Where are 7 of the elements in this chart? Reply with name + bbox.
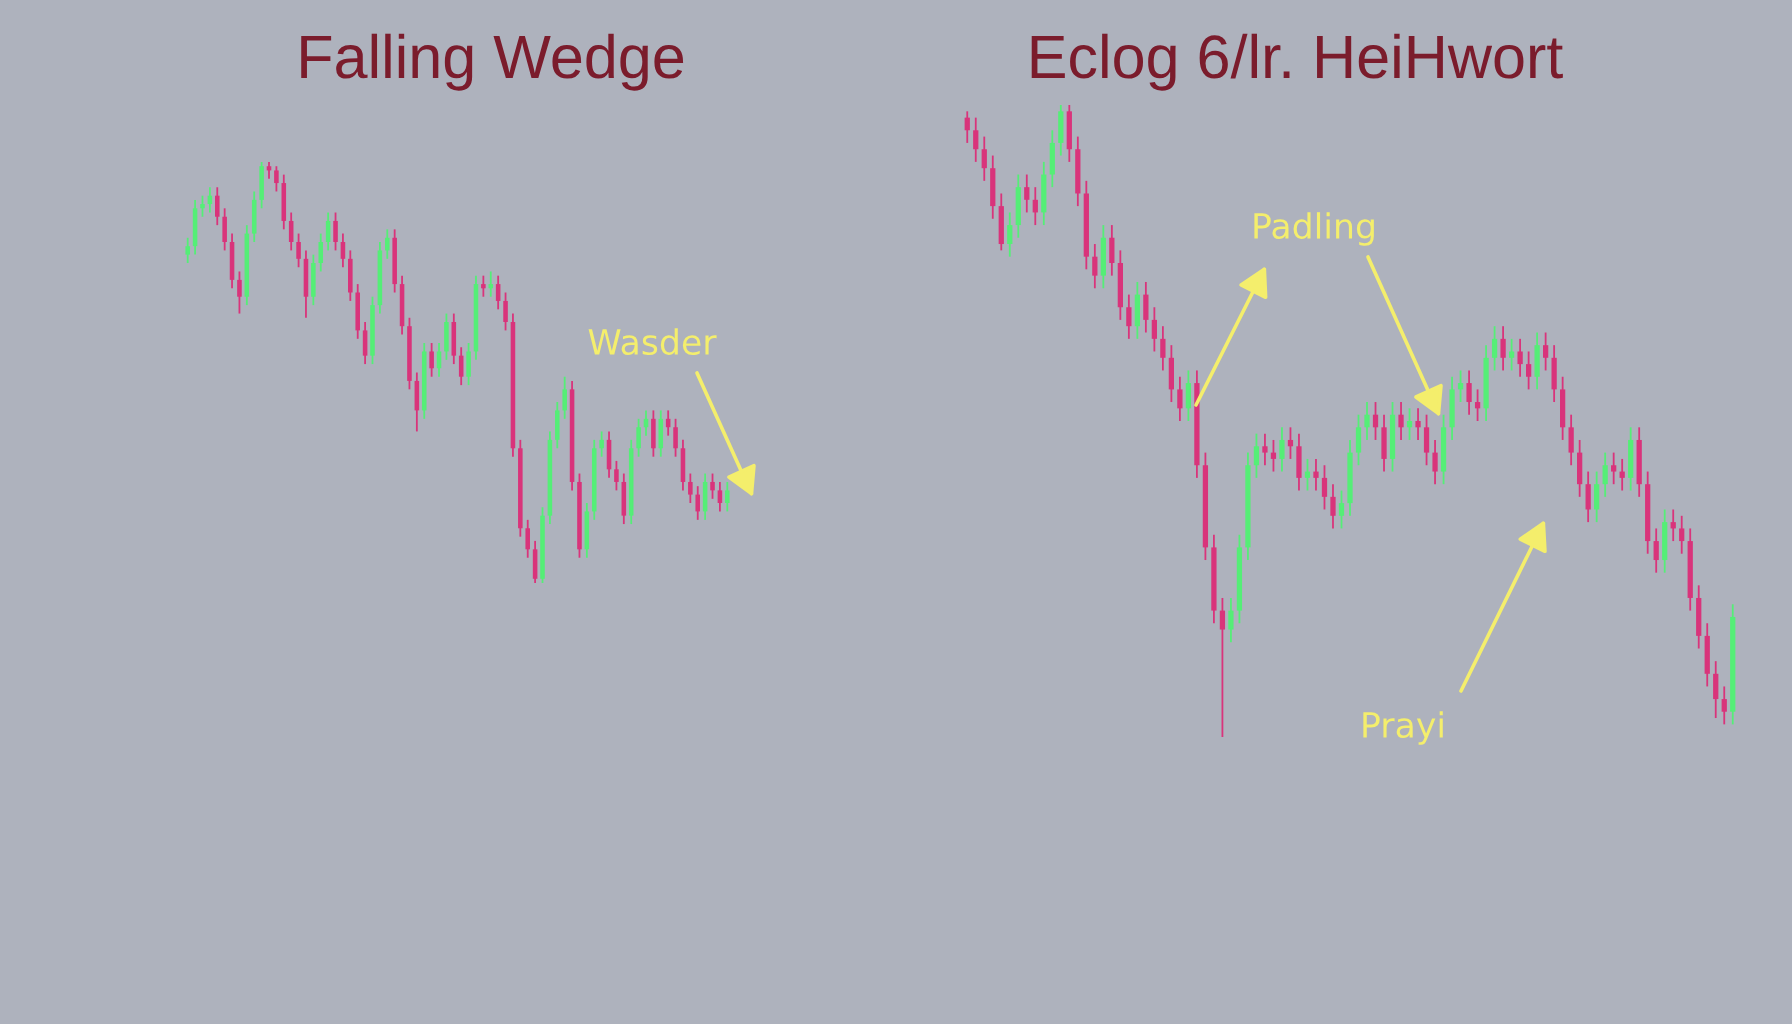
candlestick [466, 342, 471, 387]
annotation: Wasder [588, 328, 717, 356]
chart-title: Falling Wedge [301, 33, 684, 91]
annotation: Padling [1254, 212, 1374, 246]
annotation: Prayi [1363, 711, 1443, 745]
chart-title: Eclog 6/lr. HeiHwort [1031, 33, 1563, 91]
candlestick [614, 460, 619, 492]
